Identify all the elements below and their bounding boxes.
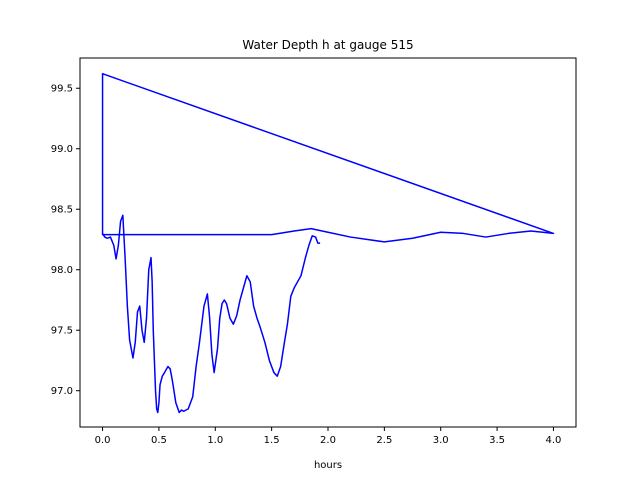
x-axis: 0.0 0.5 1.0 1.5 2.0 2.5 3.0 3.5 4.0: [95, 427, 562, 446]
x-tick-label: 4.0: [546, 435, 562, 446]
x-tick-label: 2.0: [320, 435, 336, 446]
y-tick-label: 98.0: [51, 265, 73, 276]
y-axis: 97.0 97.5 98.0 98.5 99.0 99.5: [51, 84, 80, 397]
chart-title: Water Depth h at gauge 515: [242, 38, 413, 52]
y-tick-label: 98.5: [51, 205, 73, 216]
x-tick-label: 2.5: [376, 435, 392, 446]
x-tick-label: 0.0: [95, 435, 111, 446]
x-tick-label: 3.5: [489, 435, 505, 446]
plot-area: [101, 72, 555, 414]
x-axis-label: hours: [314, 460, 342, 471]
y-tick-label: 97.5: [51, 326, 73, 337]
x-tick-label: 0.5: [151, 435, 167, 446]
y-tick-label: 99.5: [51, 84, 73, 95]
x-tick-label: 3.0: [433, 435, 449, 446]
y-tick-label: 97.0: [51, 386, 73, 397]
x-tick-label: 1.0: [207, 435, 223, 446]
y-tick-label: 99.0: [51, 144, 73, 155]
series-line-0: [101, 72, 555, 414]
x-tick-label: 1.5: [264, 435, 280, 446]
